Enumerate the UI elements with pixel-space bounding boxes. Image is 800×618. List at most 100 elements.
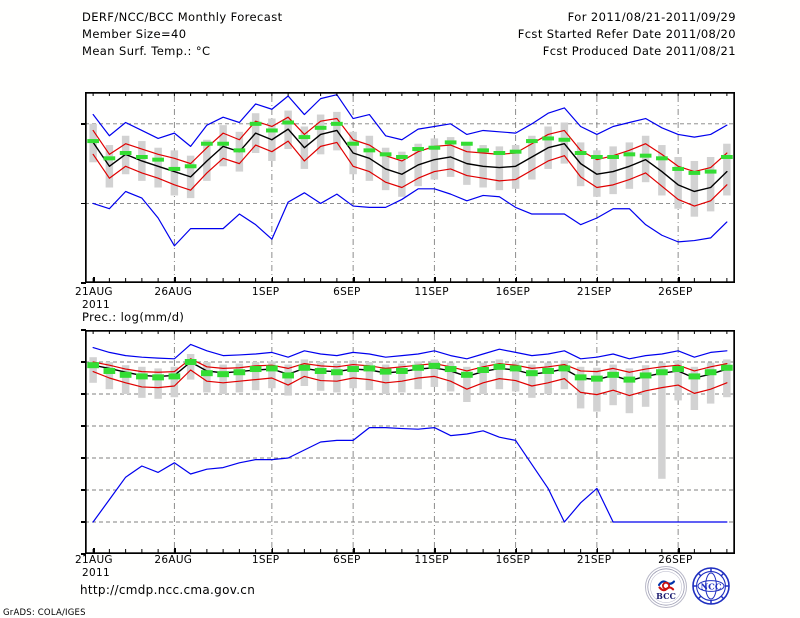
spread-box xyxy=(658,145,666,196)
climatology-marker xyxy=(477,367,489,373)
website-url[interactable]: http://cmdp.ncc.cma.gov.cn xyxy=(80,583,256,597)
climatology-marker xyxy=(249,366,262,373)
xtick-label: 11SEP xyxy=(414,286,449,298)
climatology-marker xyxy=(493,363,506,370)
ytick-mark xyxy=(81,329,86,331)
spread-box xyxy=(365,362,374,391)
spread-box xyxy=(121,365,130,394)
header-variable-temp: Mean Surf. Temp.: °C xyxy=(82,44,211,58)
climatology-marker xyxy=(168,166,181,171)
xtick-label: 1SEP xyxy=(251,554,280,566)
ytick-mark xyxy=(81,457,86,459)
spread-box xyxy=(219,364,227,394)
xtick-label: 11SEP xyxy=(414,554,449,566)
ytick-mark xyxy=(81,393,86,395)
climatology-marker xyxy=(477,148,489,153)
climatology-marker xyxy=(233,148,246,153)
spread-box xyxy=(641,365,650,407)
climatology-marker xyxy=(493,151,506,156)
climatology-marker xyxy=(282,372,294,379)
grads-credit: GrADS: COLA/IGES xyxy=(3,608,86,618)
ncc-logo-label: NCC xyxy=(701,581,722,591)
climatology-marker xyxy=(721,154,733,159)
climatology-marker xyxy=(574,374,587,381)
spread-box xyxy=(186,354,195,380)
climatology-marker xyxy=(704,169,717,174)
climatology-marker xyxy=(623,376,636,383)
climatology-marker xyxy=(591,154,603,159)
climatology-marker xyxy=(347,366,359,373)
climatology-marker xyxy=(412,364,424,371)
xtick-label: 21SEP xyxy=(576,554,612,566)
climatology-marker xyxy=(363,148,376,153)
climatology-marker xyxy=(509,365,522,372)
spread-box xyxy=(349,360,357,389)
series-line xyxy=(92,188,728,247)
spread-box xyxy=(268,361,276,389)
climatology-marker xyxy=(639,153,652,158)
xtick-label: 26SEP xyxy=(658,554,693,566)
climatology-marker xyxy=(152,157,164,162)
bcc-logo: BCC xyxy=(645,566,687,608)
xtick-mark-major xyxy=(434,548,436,554)
header-started-date: Fcst Started Refer Date 2011/08/20 xyxy=(517,27,736,41)
xtick-mark-major xyxy=(353,548,355,554)
spread-box xyxy=(333,363,341,393)
spread-box xyxy=(154,368,162,399)
climatology-marker xyxy=(428,362,441,369)
climatology-marker xyxy=(266,128,278,133)
xtick-label: 16SEP xyxy=(495,286,531,298)
climatology-marker xyxy=(314,367,327,374)
xtick-mark-major xyxy=(515,548,518,554)
spread-box xyxy=(463,366,471,402)
spread-box xyxy=(154,147,162,188)
xtick-label: 26AUG xyxy=(154,286,193,298)
xtick-mark-major xyxy=(515,277,518,283)
climatology-marker xyxy=(136,154,148,159)
xtick-temp-0: 21AUG xyxy=(75,286,113,298)
climatology-marker xyxy=(461,371,473,378)
spread-box xyxy=(235,363,244,393)
spread-box xyxy=(203,362,211,393)
xtick-mark-major xyxy=(678,277,680,283)
climatology-marker xyxy=(526,139,538,144)
climatology-marker xyxy=(282,120,294,125)
bcc-logo-label: BCC xyxy=(656,591,676,601)
plot-frame xyxy=(85,92,735,283)
climatology-marker xyxy=(233,369,246,376)
spread-box xyxy=(300,359,309,386)
climatology-marker xyxy=(509,149,522,154)
climatology-marker xyxy=(119,151,132,156)
xtick-mark-major xyxy=(174,548,176,554)
series-line xyxy=(92,343,728,360)
spread-box xyxy=(723,143,731,196)
xtick-mark-major xyxy=(271,277,274,283)
series-line xyxy=(92,426,728,523)
ytick-mark xyxy=(81,202,86,205)
climatology-marker xyxy=(396,367,408,374)
spread-box xyxy=(609,364,617,406)
climatology-marker xyxy=(266,365,278,372)
spread-box xyxy=(398,363,406,393)
xtick-label: 6SEP xyxy=(333,286,361,298)
climatology-marker xyxy=(298,135,311,140)
climatology-marker xyxy=(428,145,441,150)
climatology-marker xyxy=(558,137,571,142)
ytick-mark xyxy=(81,361,86,363)
climatology-marker xyxy=(217,371,229,378)
spread-box xyxy=(560,360,569,390)
spread-box xyxy=(511,361,520,392)
xtick-mark-major xyxy=(271,548,274,554)
climatology-marker xyxy=(396,154,408,159)
climatology-marker xyxy=(704,369,717,376)
climatology-marker xyxy=(591,375,603,382)
climatology-marker xyxy=(347,141,359,146)
xtick-mark-major xyxy=(174,277,176,283)
climatology-marker xyxy=(672,166,684,171)
spread-box xyxy=(690,366,699,410)
spread-box xyxy=(251,362,260,391)
xtick-label: 26AUG xyxy=(154,554,193,566)
series-line xyxy=(92,140,728,207)
climatology-marker xyxy=(721,364,733,371)
precipitation-chart xyxy=(85,330,735,554)
